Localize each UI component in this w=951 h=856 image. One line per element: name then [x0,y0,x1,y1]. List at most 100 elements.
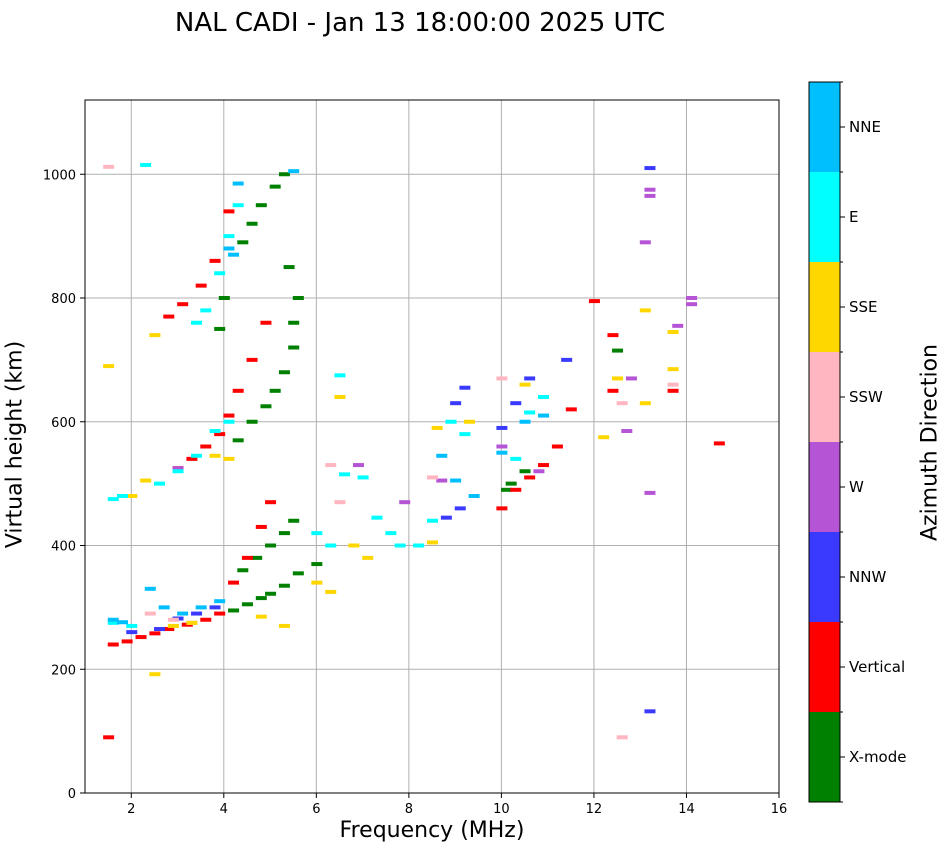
point-w [436,478,448,483]
point-sse [639,308,651,313]
colorbar-segment [809,532,840,622]
point-sse [255,614,267,619]
point-nnw [126,630,138,635]
point-vertical [551,444,563,449]
point-nne [436,453,448,458]
colorbar-tick-label: X-mode [849,748,906,766]
point-x-mode [269,184,281,189]
colorbar-tick-label: NNE [849,118,881,136]
point-ssw [616,401,628,406]
point-vertical [538,463,550,468]
point-vertical [195,283,207,288]
point-e [413,543,425,548]
point-sse [278,623,290,628]
point-nne [214,599,226,604]
point-e [311,531,323,536]
point-vertical [265,500,277,505]
point-vertical [228,580,240,585]
point-vertical [163,627,175,632]
point-e [325,543,337,548]
point-vertical [607,333,619,338]
point-e [154,481,166,486]
point-w [686,296,698,300]
point-x-mode [612,348,624,353]
point-x-mode [278,172,290,177]
y-tick-label: 400 [51,540,76,555]
colorbar-segment [809,622,840,712]
point-nne [468,494,480,498]
point-e [538,395,550,399]
point-x-mode [288,345,300,350]
colorbar-segment [809,712,840,802]
point-nne [450,478,462,483]
point-nnw [524,376,536,381]
point-e [223,234,235,239]
point-e [339,472,351,477]
data-points [103,162,725,740]
point-e [209,429,221,434]
point-vertical [163,314,175,319]
point-nnw [450,401,462,406]
point-sse [667,367,679,372]
point-e [427,518,438,523]
point-x-mode [265,591,277,596]
point-nne [232,181,244,186]
point-x-mode [505,481,517,486]
point-vertical [177,302,189,307]
point-vertical [255,524,267,529]
point-nne [177,611,189,616]
point-vertical [241,555,253,560]
point-x-mode [265,543,277,548]
point-sse [103,364,115,369]
point-vertical [209,258,221,263]
colorbar: X-mode Vertical NNW W SSW SSE E NNE [808,81,906,803]
y-tick-label: 1000 [43,168,76,183]
point-vertical [232,388,244,393]
point-x-mode [246,419,258,424]
grid-lines [85,100,780,794]
point-vertical [149,631,161,636]
x-tick-label: 16 [771,802,788,817]
point-x-mode [218,296,230,300]
point-vertical [135,635,147,640]
x-tick-label: 10 [493,802,510,817]
point-ssw [325,463,337,468]
point-vertical [200,617,212,622]
point-vertical [496,506,508,511]
point-sse [186,620,198,625]
point-x-mode [288,518,300,523]
point-w [672,323,684,328]
point-e [107,620,119,625]
point-e [107,497,119,502]
point-e [371,515,383,520]
point-ssw [103,164,115,169]
point-sse [612,376,624,381]
colorbar-tick-label: E [849,208,858,226]
point-sse [167,623,179,628]
point-sse [427,540,438,545]
point-e [172,469,184,474]
point-sse [667,330,679,335]
y-tick-label: 800 [51,292,76,307]
point-vertical [223,209,235,214]
point-sse [431,425,443,430]
x-tick-label: 6 [312,802,320,817]
chart-title: NAL CADI - Jan 13 18:00:00 2025 UTC [174,8,666,38]
point-nne [496,450,508,455]
point-nnw [209,605,221,610]
point-e [126,623,138,628]
point-x-mode [251,555,263,560]
point-e [214,271,226,276]
point-x-mode [241,602,253,607]
point-vertical [524,475,536,480]
point-x-mode [292,571,304,576]
point-nne [288,169,300,174]
point-nne [223,246,235,251]
point-nne [158,605,170,610]
point-x-mode [237,568,249,573]
point-ssw [167,617,179,622]
point-x-mode [288,320,300,325]
y-axis-label: Virtual height (km) [2,340,28,549]
point-nne [519,419,531,424]
colorbar-segment [809,82,840,172]
